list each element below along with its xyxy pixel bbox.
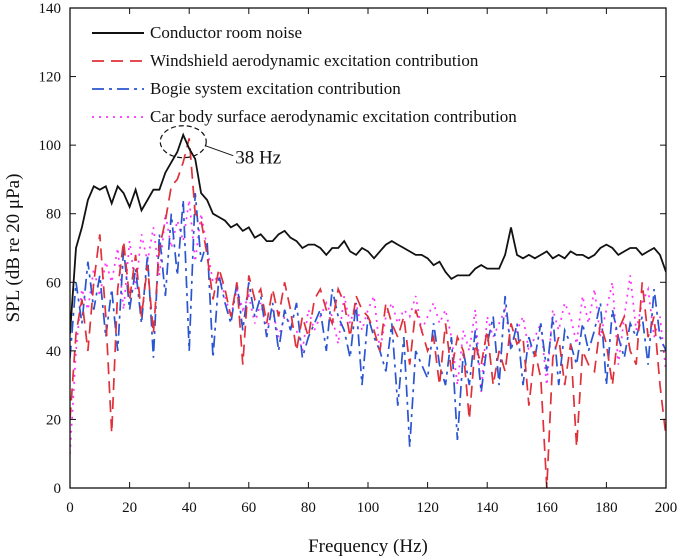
annotation-leader-line xyxy=(205,145,234,157)
legend-label-3: Bogie system excitation contribution xyxy=(150,79,401,98)
x-tick-label: 40 xyxy=(182,500,197,516)
x-tick-label: 20 xyxy=(122,500,137,516)
series-line-1 xyxy=(70,132,666,334)
legend-label-1: Conductor room noise xyxy=(150,23,302,42)
x-tick-label: 140 xyxy=(476,500,499,516)
y-tick-label: 80 xyxy=(46,207,61,223)
tick-layer: 0 20 40 60 80 100 120 140 160 180 200 0 20 40 60 80 100 1… xyxy=(39,1,678,516)
series-line-2 xyxy=(70,138,666,488)
y-tick-label: 0 xyxy=(54,481,62,497)
x-tick-label: 0 xyxy=(66,500,74,516)
series-line-3 xyxy=(70,193,666,447)
x-tick-label: 120 xyxy=(416,500,439,516)
x-tick-label: 60 xyxy=(241,500,256,516)
x-tick-label: 80 xyxy=(301,500,316,516)
series-line-4 xyxy=(70,199,666,454)
annotation-label: 38 Hz xyxy=(235,148,281,169)
legend-label-2: Windshield aerodynamic excitation contri… xyxy=(150,51,479,70)
annotation: 38 Hz xyxy=(159,125,281,169)
series-layer xyxy=(70,132,666,488)
x-tick-label: 180 xyxy=(595,500,618,516)
y-tick-label: 120 xyxy=(39,70,62,86)
x-tick-label: 100 xyxy=(357,500,380,516)
legend: Conductor room noise Windshield aerodynam… xyxy=(92,23,517,126)
legend-label-4: Car body surface aerodynamic excitation … xyxy=(150,107,517,126)
y-tick-label: 40 xyxy=(46,344,61,360)
x-axis-label: Frequency (Hz) xyxy=(308,536,428,557)
y-tick-label: 140 xyxy=(39,1,62,17)
peak-highlight-ellipse xyxy=(159,125,207,159)
x-tick-label: 160 xyxy=(536,500,559,516)
x-tick-label: 200 xyxy=(655,500,678,516)
y-axis-label: SPL (dB re 20 μPa) xyxy=(3,174,24,323)
y-tick-label: 60 xyxy=(46,275,61,291)
y-tick-label: 20 xyxy=(46,412,61,428)
y-tick-label: 100 xyxy=(39,138,62,154)
